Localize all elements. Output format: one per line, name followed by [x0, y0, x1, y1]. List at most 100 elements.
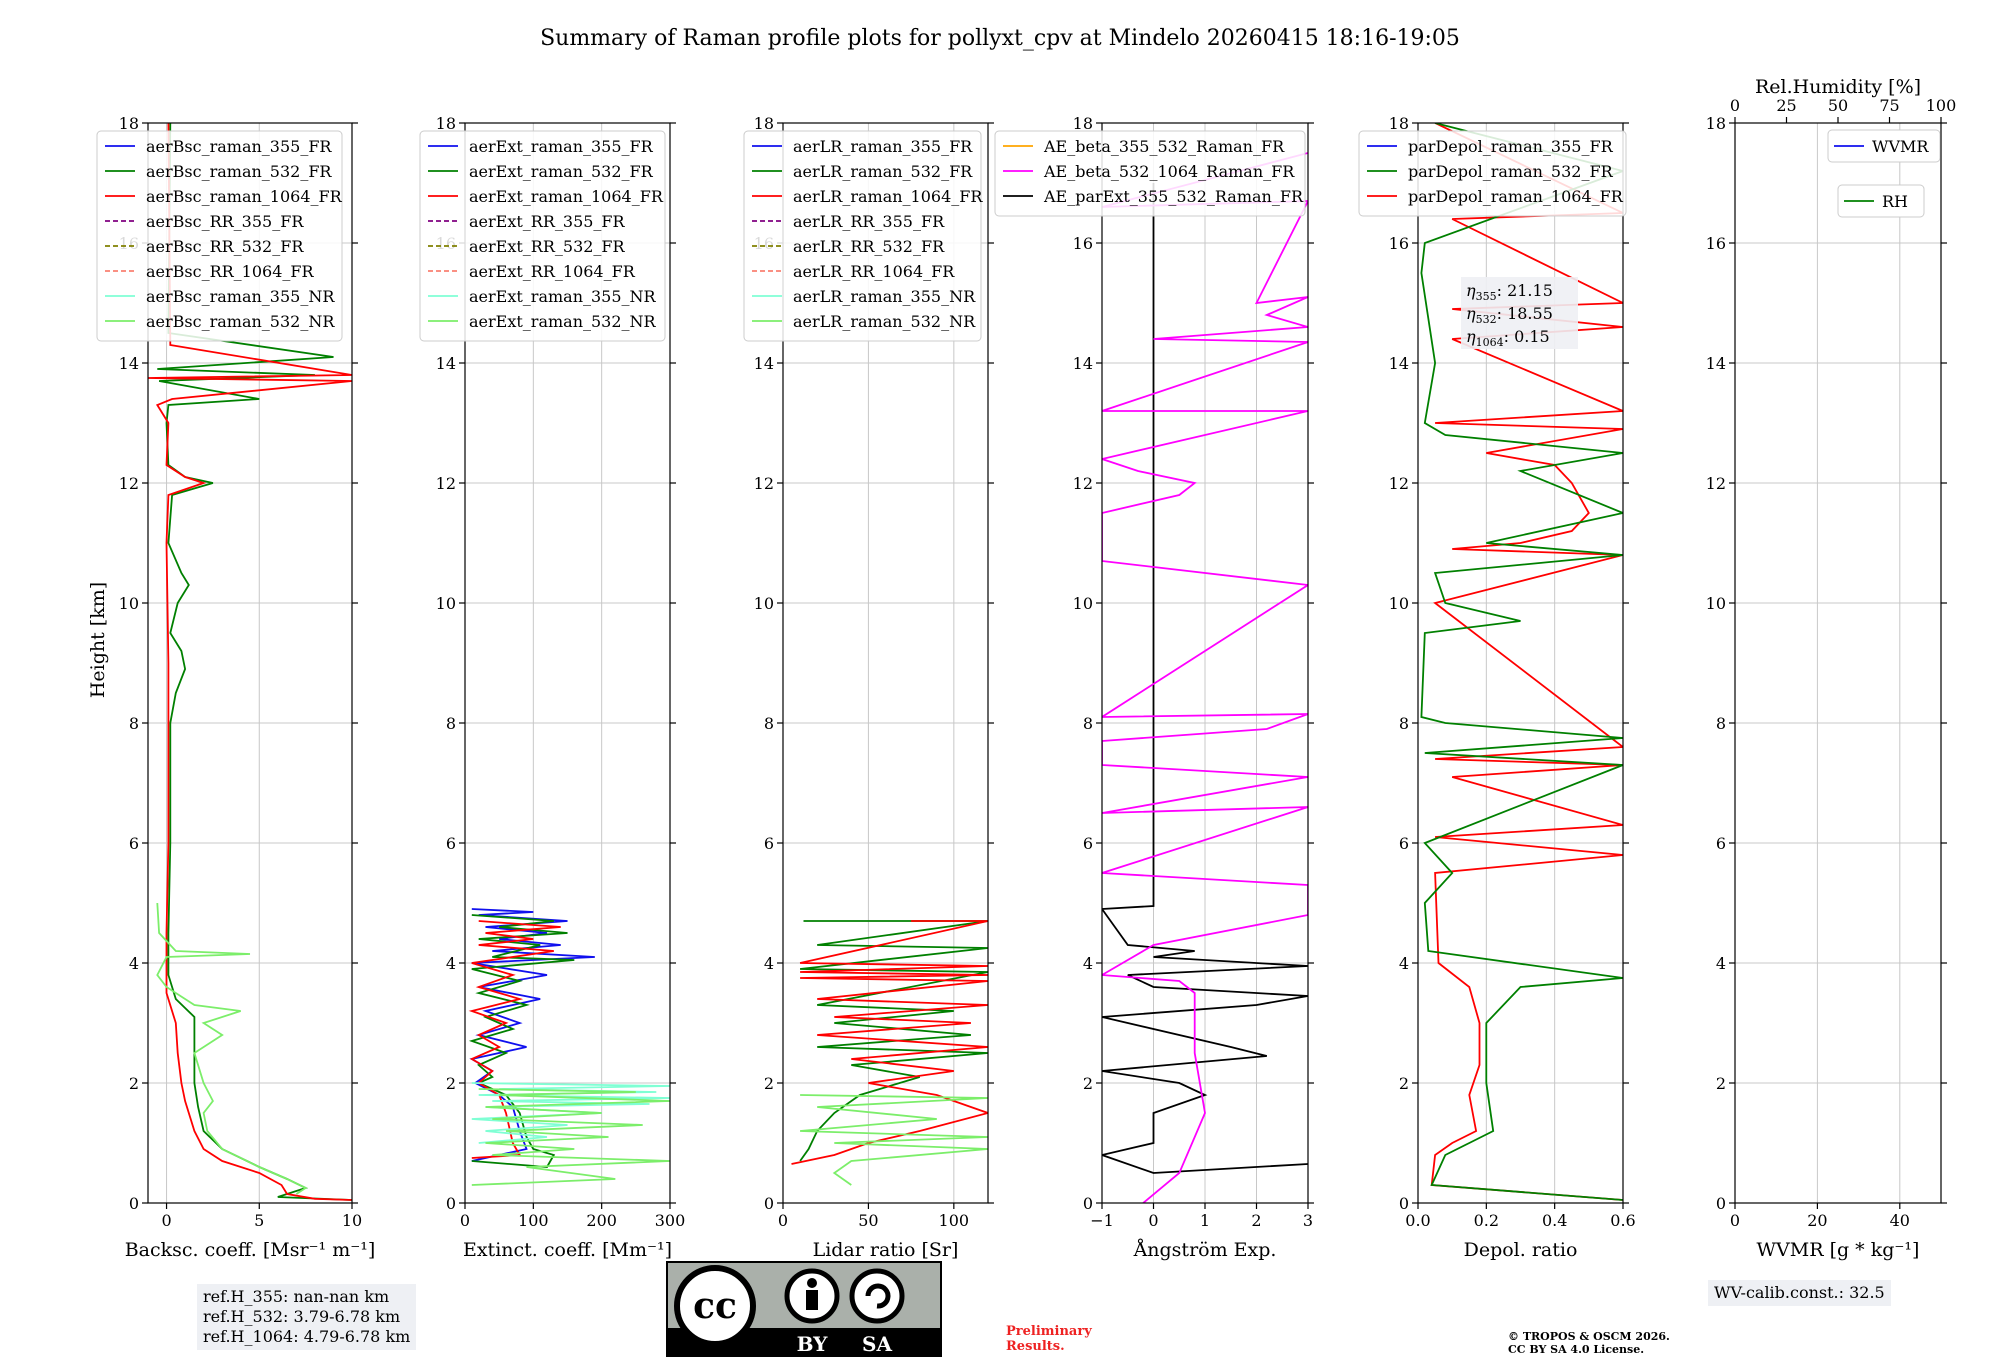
axes-frame — [1734, 122, 1942, 1204]
x-tick-label: 20 — [1807, 1211, 1827, 1230]
x-tick-label: 10 — [342, 1211, 362, 1230]
x2-tick-label: 50 — [1828, 96, 1848, 115]
x2-tick-label: 100 — [1926, 96, 1957, 115]
legend-label: RH — [1882, 192, 1908, 211]
x2-tick-label: 25 — [1776, 96, 1796, 115]
x-tick-label: 0.6 — [1610, 1211, 1635, 1230]
y-tick-label: 6 — [1399, 834, 1409, 853]
legend-label: aerExt_raman_355_FR — [469, 137, 654, 156]
x-tick-label: −1 — [1090, 1211, 1114, 1230]
legend-box — [1358, 130, 1627, 217]
legend-box — [1837, 184, 1925, 218]
series-aerLR_raman_532_FR — [799, 920, 988, 1162]
series-parDepol_raman_532_FR — [1420, 123, 1623, 1201]
y-tick-label: 6 — [446, 834, 456, 853]
x-tick-label: 0 — [161, 1211, 171, 1230]
y-tick-label: 2 — [1399, 1074, 1409, 1093]
x-tick-label: 0 — [1730, 1211, 1740, 1230]
x-tick-label: 5 — [254, 1211, 264, 1230]
x-tick-label: 0.4 — [1542, 1211, 1567, 1230]
legend-label: aerBsc_raman_355_NR — [146, 287, 335, 306]
ref-height-1064: ref.H_1064: 4.79-6.78 km — [203, 1327, 411, 1346]
y-tick-label: 8 — [1399, 714, 1409, 733]
x-tick-label: 100 — [939, 1211, 970, 1230]
y-tick-label: 12 — [436, 474, 456, 493]
legend-label: AE_beta_532_1064_Raman_FR — [1043, 162, 1295, 181]
badge-by: BY — [797, 1332, 829, 1356]
legend-label: aerExt_RR_1064_FR — [469, 262, 636, 281]
x-tick-label: 3 — [1303, 1211, 1313, 1230]
axes-frame — [782, 122, 989, 1204]
y-tick-label: 2 — [1716, 1074, 1726, 1093]
x-tick-label: 100 — [518, 1211, 549, 1230]
legend-label: aerBsc_raman_532_NR — [146, 312, 335, 331]
eta-annotation: η1064: 0.15 — [1466, 327, 1550, 349]
x-tick-label: 1 — [1200, 1211, 1210, 1230]
legend: aerExt_raman_355_FR aerExt_raman_532_FRae… — [419, 130, 666, 342]
wv-calib-box: WV-calib.const.: 32.5 — [1708, 1280, 1891, 1306]
y-tick-label: 0 — [129, 1194, 139, 1213]
legend-label: AE_beta_355_532_Raman_FR — [1043, 137, 1285, 156]
legend-label: aerBsc_raman_532_FR — [146, 162, 332, 181]
series-aerBsc_raman_532_NR — [156, 902, 308, 1195]
legend-label: aerExt_raman_532_FR — [469, 162, 654, 181]
eta-box — [1461, 277, 1578, 349]
legend-label: aerLR_RR_1064_FR — [793, 262, 955, 281]
y-tick-label: 14 — [1706, 354, 1726, 373]
y-tick-label: 4 — [1716, 954, 1726, 973]
y-tick-label: 6 — [1083, 834, 1093, 853]
eta-annotation: η355: 21.15 — [1466, 281, 1553, 303]
legend-box — [1827, 129, 1941, 163]
x-tick-label: 0 — [460, 1211, 470, 1230]
legend-label: aerBsc_RR_355_FR — [146, 212, 304, 231]
x-tick-label: 300 — [655, 1211, 686, 1230]
legend-label: aerBsc_RR_1064_FR — [146, 262, 315, 281]
legend-label: aerLR_raman_532_NR — [793, 312, 976, 331]
panel-lr: 024681012141618050100Lidar ratio [Sr]aer… — [743, 114, 994, 1261]
y-tick-label: 4 — [1399, 954, 1409, 973]
ref-height-532: ref.H_532: 3.79-6.78 km — [203, 1307, 401, 1326]
legend-label: parDepol_raman_532_FR — [1408, 162, 1614, 181]
x-tick-label: 200 — [586, 1211, 617, 1230]
legend-label: WVMR — [1872, 137, 1929, 156]
legend-label: aerLR_raman_532_FR — [793, 162, 973, 181]
series-aerExt_raman_1064_FR — [468, 920, 561, 1159]
legend-box — [96, 130, 343, 342]
axes-frame — [1417, 122, 1624, 1204]
y-tick-label: 4 — [446, 954, 456, 973]
y-tick-label: 10 — [119, 594, 139, 613]
ref-height-355: ref.H_355: nan-nan km — [203, 1287, 390, 1306]
series-parDepol_raman_1064_FR — [1430, 123, 1623, 1201]
y-tick-label: 18 — [1389, 114, 1409, 133]
eta-annotation: η532: 18.55 — [1466, 304, 1553, 326]
y-tick-label: 8 — [129, 714, 139, 733]
legend-label: parDepol_raman_1064_FR — [1408, 187, 1624, 206]
badge-sa: SA — [862, 1332, 892, 1356]
y-tick-label: 16 — [1706, 234, 1726, 253]
legend-label: AE_parExt_355_532_Raman_FR — [1043, 187, 1304, 206]
x-tick-label: 40 — [1890, 1211, 1910, 1230]
legend-box — [419, 130, 666, 342]
y-tick-label: 10 — [1706, 594, 1726, 613]
legend-label: parDepol_raman_355_FR — [1408, 137, 1614, 156]
y-tick-label: 8 — [1716, 714, 1726, 733]
x-axis-label: WVMR [g * kg⁻¹] — [1757, 1239, 1920, 1261]
y-tick-label: 2 — [129, 1074, 139, 1093]
y-tick-label: 6 — [129, 834, 139, 853]
legend-label: aerLR_RR_355_FR — [793, 212, 945, 231]
series-aerBsc_raman_532_FR — [157, 123, 352, 1201]
legend-label: aerLR_RR_532_FR — [793, 237, 945, 256]
y-tick-label: 14 — [1389, 354, 1409, 373]
legend: parDepol_raman_355_FR parDepol_raman_532_… — [1358, 130, 1627, 217]
legend-label: aerBsc_RR_532_FR — [146, 237, 304, 256]
x-axis-label: Lidar ratio [Sr] — [813, 1239, 959, 1261]
legend-label: aerBsc_raman_1064_FR — [146, 187, 343, 206]
y-tick-label: 0 — [446, 1194, 456, 1213]
cc-license-badge: cc BY SA — [666, 1261, 942, 1357]
y-tick-label: 2 — [1083, 1074, 1093, 1093]
y-tick-label: 12 — [1706, 474, 1726, 493]
y-tick-label: 16 — [1073, 234, 1093, 253]
legend-label: aerExt_RR_355_FR — [469, 212, 626, 231]
